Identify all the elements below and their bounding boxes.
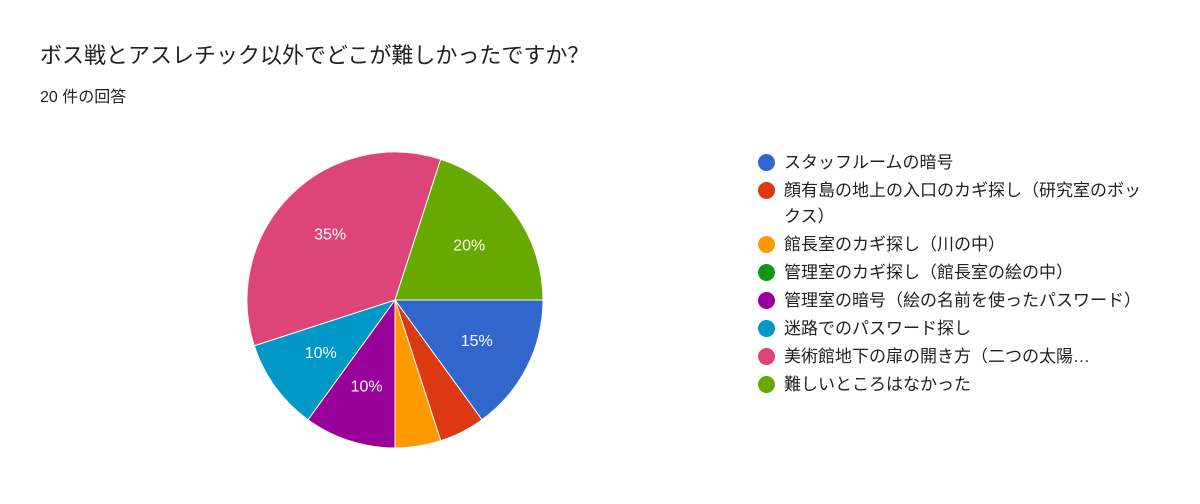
legend-label: スタッフルームの暗号 xyxy=(784,153,954,172)
legend-swatch xyxy=(758,376,775,393)
legend-item: 美術館地下の扉の開き方（二つの太陽… xyxy=(758,344,1148,370)
legend-item: スタッフルームの暗号 xyxy=(758,150,1148,176)
data-label: 20% xyxy=(453,237,485,254)
legend-swatch xyxy=(758,182,775,199)
legend-item: 管理室のカギ探し（館長室の絵の中） xyxy=(758,260,1148,286)
chart-title: ボス戦とアスレチック以外でどこが難しかったですか？ xyxy=(40,43,590,68)
legend-swatch xyxy=(758,154,775,171)
legend-swatch xyxy=(758,348,775,365)
data-label: 15% xyxy=(461,333,493,350)
legend-label: 難しいところはなかった xyxy=(784,375,971,394)
legend-item: 管理室の暗号（絵の名前を使ったパスワード） xyxy=(758,288,1148,314)
legend-label: 館長室のカギ探し（川の中） xyxy=(784,235,1005,254)
data-label: 10% xyxy=(305,345,337,362)
legend-item: 顔有島の地上の入口のカギ探し（研究室のボックス） xyxy=(758,178,1148,230)
pie-chart: 15% 10% 10% 35% 20% xyxy=(246,151,544,449)
legend: スタッフルームの暗号顔有島の地上の入口のカギ探し（研究室のボックス） 館長室のカギ… xyxy=(758,150,1148,400)
legend-item: 迷路でのパスワード探し xyxy=(758,316,1148,342)
legend-swatch xyxy=(758,236,775,253)
legend-item: 館長室のカギ探し（川の中） xyxy=(758,232,1148,258)
legend-label: 顔有島の地上の入口のカギ探し（研究室のボックス） xyxy=(784,181,1141,226)
pie-slice xyxy=(307,298,396,449)
legend-label: 迷路でのパスワード探し xyxy=(784,319,971,338)
pie-slice xyxy=(394,299,544,421)
legend-label: 管理室の暗号（絵の名前を使ったパスワード） xyxy=(784,291,1141,310)
legend-swatch xyxy=(758,320,775,337)
legend-swatch xyxy=(758,264,775,281)
chart-subtitle: 20 件の回答 xyxy=(40,89,127,106)
legend-label: 美術館地下の扉の開き方（二つの太陽… xyxy=(784,347,1090,366)
data-label: 10% xyxy=(351,378,383,395)
legend-swatch xyxy=(758,292,775,309)
legend-item: 難しいところはなかった xyxy=(758,372,1148,398)
pie-slice xyxy=(246,151,442,347)
legend-label: 管理室のカギ探し（館長室の絵の中） xyxy=(784,263,1073,282)
data-label: 35% xyxy=(314,226,346,243)
pie-slice xyxy=(394,158,544,301)
pie-slice xyxy=(253,299,397,421)
